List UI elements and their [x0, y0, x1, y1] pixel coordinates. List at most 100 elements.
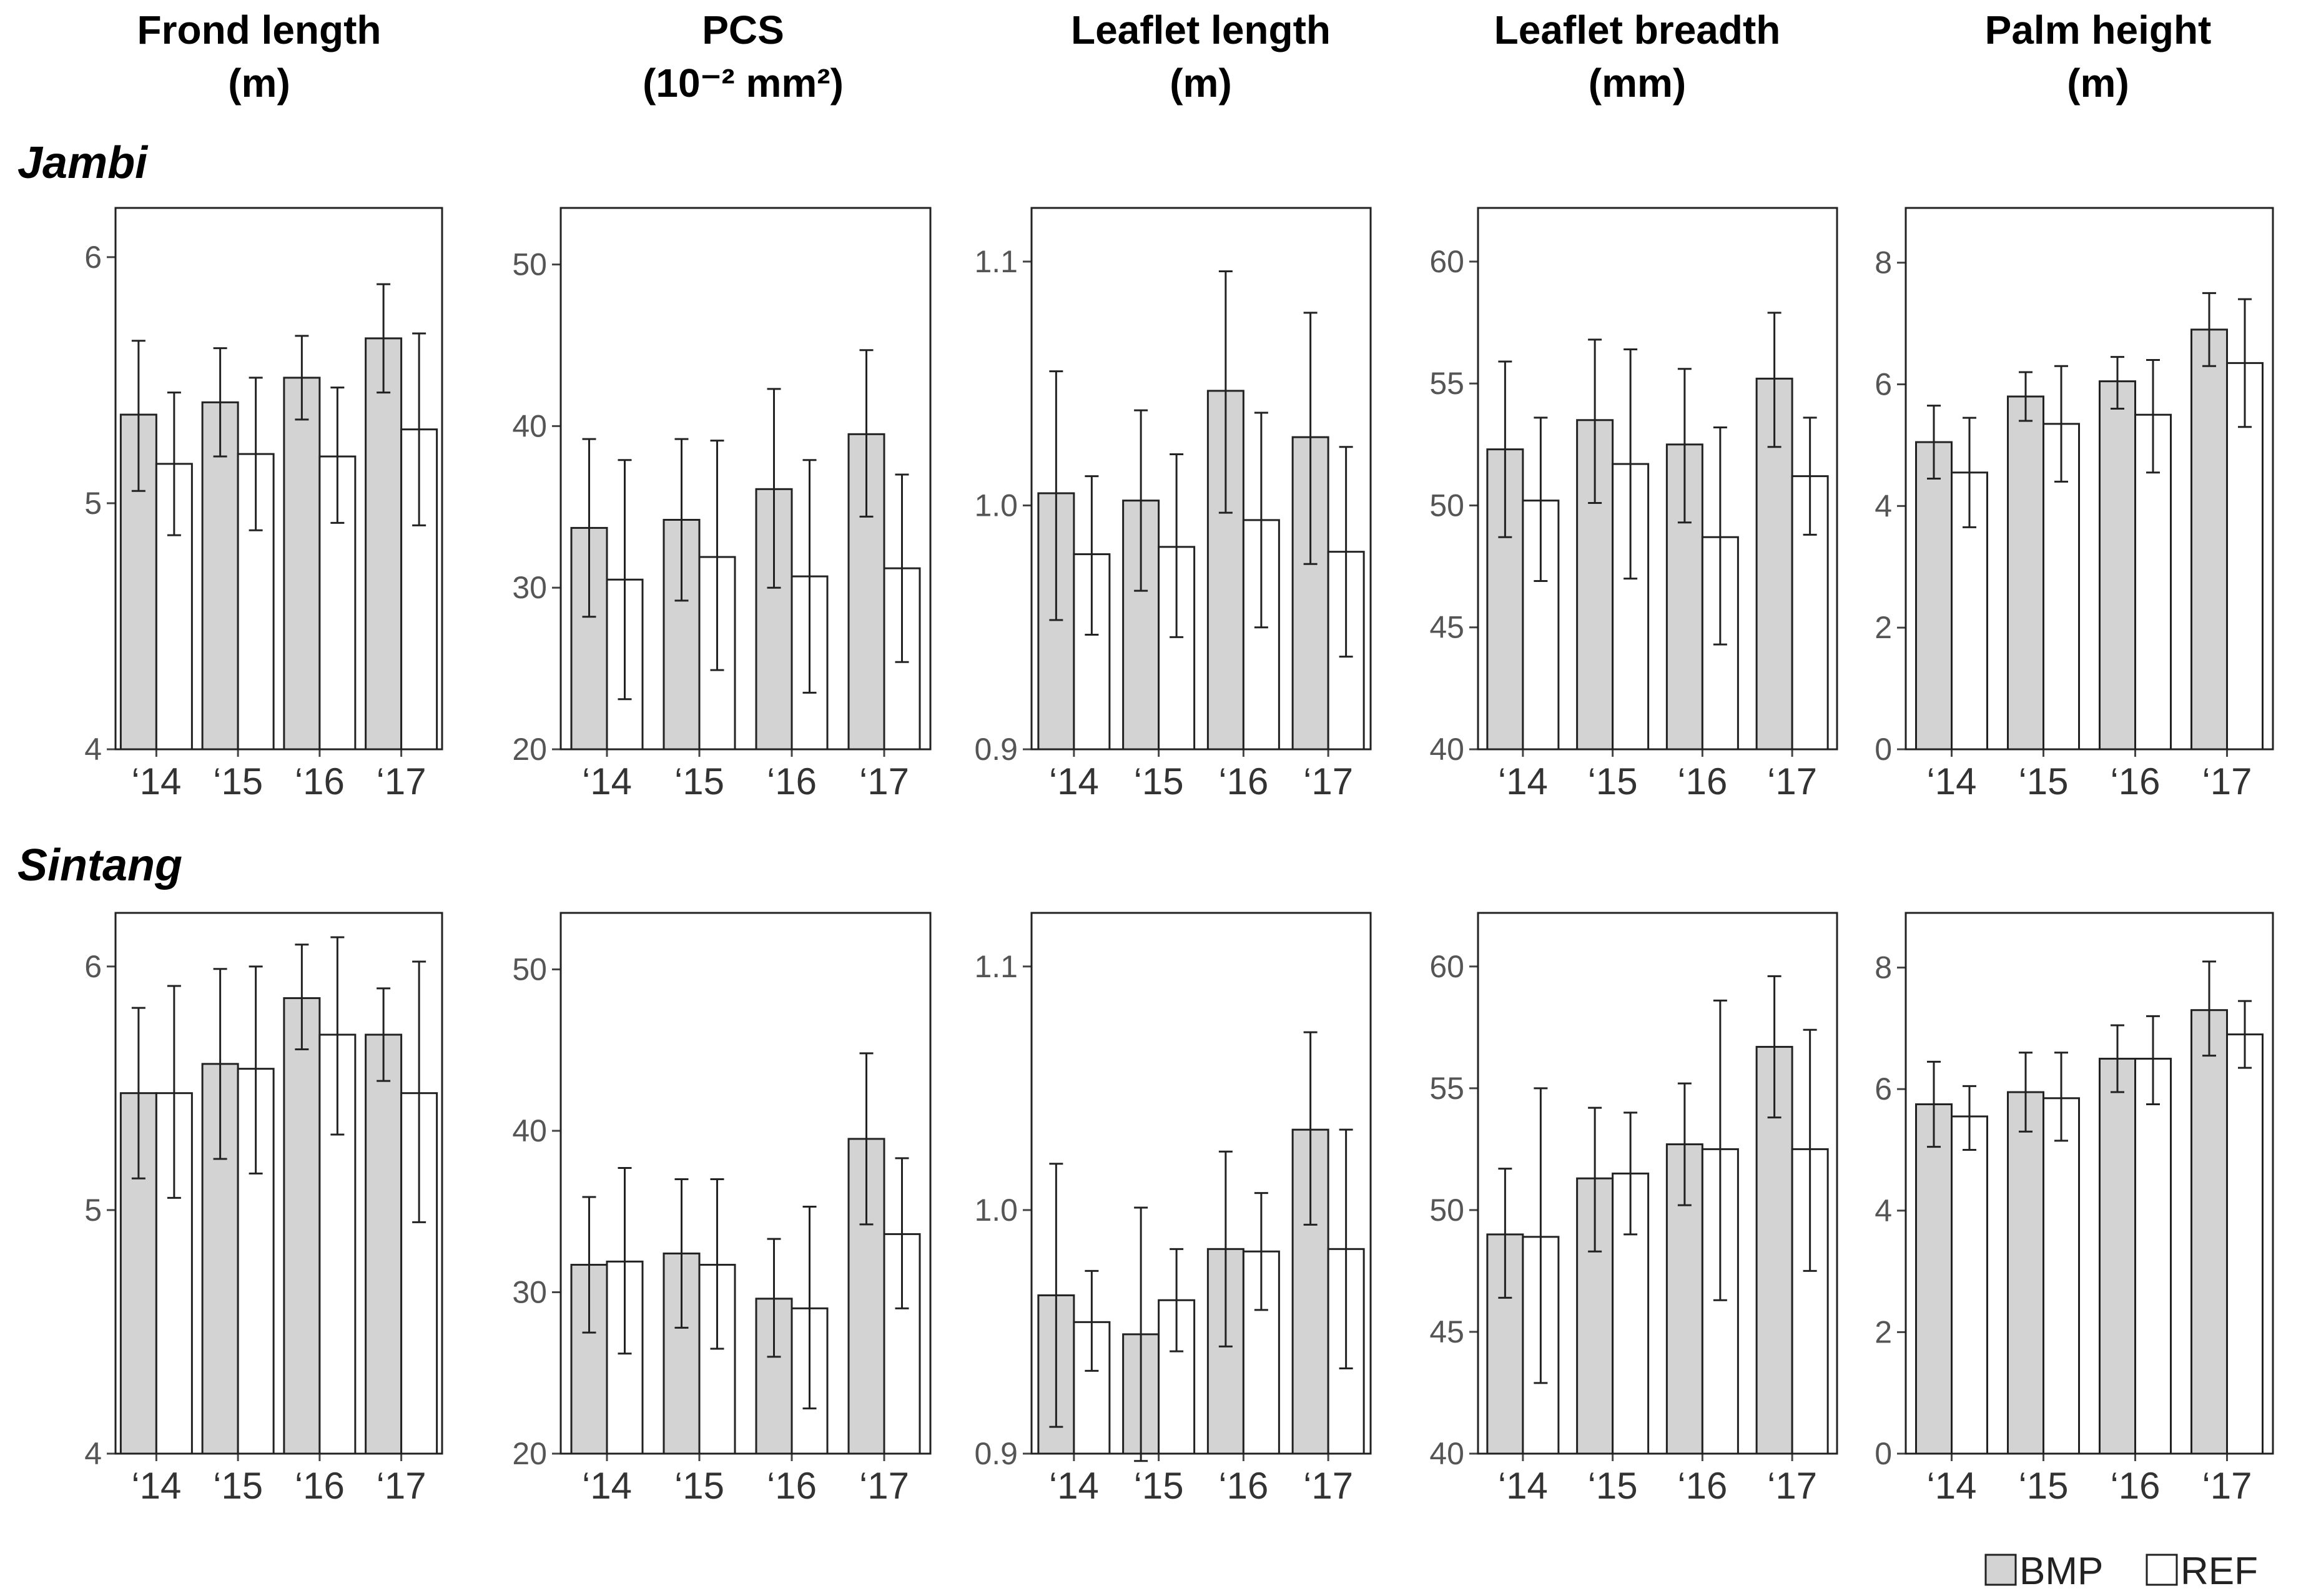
sintang-palm-height-bar-ref-14 [1951, 1115, 1988, 1455]
col-title-pcs: PCS [702, 7, 784, 52]
jambi-frond-length-panel: 4 5 6 ‘14 ‘15 ‘16 ‘17 [84, 207, 443, 802]
jambi-frond-length-ytick-label: 6 [84, 240, 102, 275]
jambi-leaflet-breadth-ytick-label: 45 [1429, 610, 1464, 645]
legend-label-bmp: BMP [2019, 1550, 2103, 1593]
jambi-palm-height-ytick-label: 4 [1875, 488, 1892, 523]
sintang-leaflet-length-xtick-label: ‘14 [1049, 1465, 1099, 1507]
jambi-palm-height-ytick-label: 2 [1875, 610, 1892, 645]
jambi-leaflet-length-ytick-label: 1.0 [974, 488, 1018, 523]
jambi-leaflet-length-xtick-label: ‘15 [1134, 761, 1184, 802]
sintang-leaflet-breadth-xtick-label: ‘14 [1498, 1465, 1548, 1507]
jambi-leaflet-length-xtick-label: ‘16 [1218, 761, 1268, 802]
jambi-pcs-ytick-label: 20 [512, 732, 547, 767]
sintang-frond-length-panel: 4 5 6 ‘14 ‘15 ‘16 ‘17 [84, 912, 443, 1507]
col-unit-leaflet-breadth: (mm) [1589, 61, 1686, 106]
jambi-pcs-xtick-label: ‘14 [582, 761, 632, 802]
jambi-leaflet-length-frame [1030, 207, 1372, 751]
sintang-palm-height-ytick-label: 4 [1875, 1193, 1892, 1228]
jambi-palm-height-xtick-label: ‘16 [2110, 761, 2160, 802]
jambi-palm-height-ytick-label: 0 [1875, 732, 1892, 767]
sintang-frond-length-xtick-label: ‘15 [213, 1465, 263, 1507]
sintang-leaflet-length-panel: 0.9 1.0 1.1 ‘14 ‘15 ‘16 ‘17 [974, 912, 1372, 1507]
sintang-leaflet-length-frame [1030, 912, 1372, 1455]
jambi-leaflet-length-xtick-label: ‘17 [1303, 761, 1353, 802]
jambi-leaflet-length-ytick-label: 0.9 [974, 732, 1018, 767]
jambi-frond-length-bar-bmp-16 [283, 377, 321, 751]
jambi-palm-height-panel: 0 2 4 6 8 ‘14 ‘15 ‘16 ‘17 [1875, 207, 2274, 802]
sintang-frond-length-ytick-label: 4 [84, 1436, 102, 1471]
legend-label-ref: REF [2180, 1550, 2258, 1593]
sintang-leaflet-length-xtick-label: ‘17 [1303, 1465, 1353, 1507]
sintang-palm-height-xtick-label: ‘16 [2110, 1465, 2160, 1507]
jambi-leaflet-breadth-xtick-label: ‘15 [1588, 761, 1638, 802]
col-title-leaflet-length: Leaflet length [1071, 7, 1331, 52]
jambi-leaflet-length-panel: 0.9 1.0 1.1 ‘14 ‘15 ‘16 ‘17 [974, 207, 1372, 802]
sintang-pcs-ytick-label: 50 [512, 952, 547, 987]
sintang-leaflet-length-ytick-label: 1.0 [974, 1193, 1018, 1228]
sintang-leaflet-length-xtick-label: ‘15 [1134, 1465, 1184, 1507]
jambi-leaflet-breadth-ytick-label: 50 [1429, 488, 1464, 523]
jambi-leaflet-breadth-ytick-label: 55 [1429, 366, 1464, 401]
sintang-palm-height-bar-ref-15 [2042, 1097, 2080, 1455]
jambi-frond-length-xtick-label: ‘17 [377, 761, 426, 802]
sintang-palm-height-xtick-label: ‘14 [1926, 1465, 1976, 1507]
sintang-pcs-frame [559, 912, 932, 1455]
sintang-pcs-xtick-label: ‘15 [674, 1465, 724, 1507]
sintang-palm-height-panel: 0 2 4 6 8 ‘14 ‘15 ‘16 ‘17 [1875, 912, 2274, 1507]
sintang-leaflet-length-ytick-label: 1.1 [974, 949, 1018, 984]
sintang-palm-height-bar-ref-16 [2134, 1058, 2172, 1455]
sintang-palm-height-ytick-label: 6 [1875, 1071, 1892, 1106]
jambi-pcs-xtick-label: ‘15 [674, 761, 724, 802]
col-unit-pcs: (10⁻² mm²) [643, 61, 844, 106]
sintang-palm-height-bar-bmp-17 [2190, 1009, 2228, 1455]
col-title-palm-height: Palm height [1985, 7, 2212, 52]
row-title-jambi: Jambi [17, 138, 149, 188]
sintang-leaflet-breadth-ytick-label: 55 [1429, 1071, 1464, 1106]
jambi-palm-height-bar-bmp-15 [2007, 395, 2044, 751]
sintang-palm-height-ytick-label: 8 [1875, 950, 1892, 985]
sintang-leaflet-breadth-ytick-label: 45 [1429, 1314, 1464, 1349]
jambi-frond-length-bar-bmp-17 [365, 337, 403, 751]
col-unit-palm-height: (m) [2067, 61, 2129, 106]
sintang-pcs-xtick-label: ‘14 [582, 1465, 632, 1507]
jambi-frond-length-ytick-label: 5 [84, 486, 102, 521]
jambi-frond-length-ytick-label: 4 [84, 732, 102, 767]
sintang-pcs-ytick-label: 30 [512, 1274, 547, 1309]
jambi-pcs-ytick-label: 40 [512, 408, 547, 443]
sintang-leaflet-breadth-xtick-label: ‘17 [1767, 1465, 1817, 1507]
sintang-leaflet-breadth-ytick-label: 60 [1429, 949, 1464, 984]
jambi-frond-length-xtick-label: ‘15 [213, 761, 263, 802]
jambi-pcs-ytick-label: 50 [512, 247, 547, 282]
sintang-leaflet-length-ytick-label: 0.9 [974, 1436, 1018, 1471]
sintang-palm-height-bar-ref-17 [2226, 1033, 2264, 1455]
jambi-leaflet-breadth-xtick-label: ‘14 [1498, 761, 1548, 802]
sintang-pcs-xtick-label: ‘17 [859, 1465, 909, 1507]
sintang-frond-length-frame [114, 912, 443, 1455]
jambi-frond-length-xtick-label: ‘14 [131, 761, 181, 802]
jambi-palm-height-bar-bmp-17 [2190, 328, 2228, 751]
legend: BMP REF [1984, 1550, 2258, 1593]
sintang-leaflet-breadth-xtick-label: ‘16 [1677, 1465, 1727, 1507]
sintang-leaflet-length-xtick-label: ‘16 [1218, 1465, 1268, 1507]
sintang-frond-length-bar-bmp-17 [365, 1033, 403, 1455]
sintang-frond-length-xtick-label: ‘16 [295, 1465, 345, 1507]
legend-swatch-ref [2146, 1554, 2178, 1586]
sintang-frond-length-ytick-label: 6 [84, 949, 102, 984]
sintang-palm-height-ytick-label: 2 [1875, 1314, 1892, 1349]
sintang-pcs-ytick-label: 20 [512, 1436, 547, 1471]
sintang-leaflet-breadth-ytick-label: 50 [1429, 1193, 1464, 1228]
jambi-palm-height-xtick-label: ‘15 [2018, 761, 2068, 802]
jambi-leaflet-breadth-xtick-label: ‘17 [1767, 761, 1817, 802]
sintang-pcs-xtick-label: ‘16 [767, 1465, 817, 1507]
jambi-palm-height-bar-bmp-16 [2099, 380, 2136, 751]
sintang-frond-length-bar-ref-15 [237, 1068, 275, 1455]
sintang-palm-height-bar-bmp-16 [2099, 1058, 2136, 1455]
sintang-leaflet-breadth-panel: 40 45 50 55 60 ‘14 ‘15 ‘16 ‘17 [1429, 912, 1838, 1507]
row-title-sintang: Sintang [17, 840, 182, 890]
jambi-palm-height-ytick-label: 6 [1875, 367, 1892, 402]
sintang-leaflet-breadth-ytick-label: 40 [1429, 1436, 1464, 1471]
sintang-frond-length-xtick-label: ‘17 [377, 1465, 426, 1507]
col-title-frond-length: Frond length [137, 7, 381, 52]
jambi-leaflet-length-xtick-label: ‘14 [1049, 761, 1099, 802]
